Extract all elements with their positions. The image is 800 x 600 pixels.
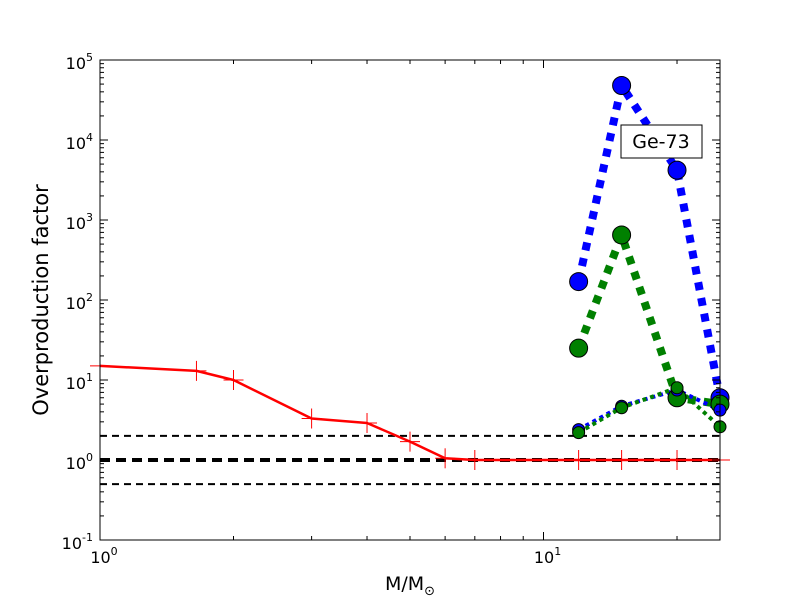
series-4-point-0 xyxy=(572,426,586,440)
series-1-point-0 xyxy=(569,272,589,292)
y-tick-label-0-base: 10 xyxy=(62,534,82,553)
x-axis-label-main: M/M xyxy=(385,573,424,595)
annotation-box: Ge-73 xyxy=(620,124,703,159)
series-0-point-10 xyxy=(667,450,688,470)
y-tick-label-1-base: 10 xyxy=(66,454,86,473)
series-0-point-2 xyxy=(223,370,244,390)
series-0-point-8 xyxy=(568,450,589,470)
y-tick-label-3: 102 xyxy=(66,291,93,313)
y-tick-label-1-exp: 0 xyxy=(86,451,93,464)
series-line-1 xyxy=(574,81,724,399)
series-0-point-6 xyxy=(435,448,456,469)
y-tick-label-1: 100 xyxy=(66,451,93,473)
series-1-point-2 xyxy=(667,160,687,180)
series-0-point-5 xyxy=(400,431,420,452)
x-tick-label-0: 100 xyxy=(90,545,117,567)
series-0-point-4 xyxy=(357,413,378,434)
y-tick-label-0: 10-1 xyxy=(62,531,93,553)
y-tick-label-5-base: 10 xyxy=(66,134,86,153)
series-1-point-1 xyxy=(612,76,632,96)
annotation-frame xyxy=(620,124,703,159)
series-4-point-1 xyxy=(615,401,629,415)
x-axis-label-sub: ⊙ xyxy=(424,584,435,599)
y-tick-label-2: 101 xyxy=(66,371,93,393)
y-tick-label-5-exp: 4 xyxy=(86,131,93,144)
y-tick-label-4-base: 10 xyxy=(66,214,86,233)
x-axis-label: M/M⊙ xyxy=(385,573,435,599)
series-0-point-3 xyxy=(301,408,322,429)
y-tick-label-2-exp: 1 xyxy=(86,371,93,384)
y-tick-label-6-base: 10 xyxy=(66,54,86,73)
y-axis-label: Overproduction factor xyxy=(29,184,53,416)
x-tick-label-1: 101 xyxy=(534,545,561,567)
y-tick-label-4-exp: 3 xyxy=(86,211,93,224)
y-tick-label-6: 105 xyxy=(66,51,93,73)
y-tick-label-6-exp: 5 xyxy=(86,51,93,64)
x-tick-label-0-base: 10 xyxy=(90,548,110,567)
x-tick-label-0-exp: 0 xyxy=(111,545,118,558)
series-0-point-1 xyxy=(186,360,207,381)
series-0-point-9 xyxy=(611,450,632,470)
plot-frame xyxy=(99,59,721,541)
series-2-point-0 xyxy=(569,338,589,358)
series-0-point-7 xyxy=(464,450,485,470)
series-markers xyxy=(90,76,730,470)
series-line-4 xyxy=(577,385,722,435)
y-tick-label-5: 104 xyxy=(66,131,93,153)
y-tick-label-3-base: 10 xyxy=(66,294,86,313)
x-tick-label-1-base: 10 xyxy=(534,548,554,567)
x-tick-label-1-exp: 1 xyxy=(554,545,561,558)
series-2-point-1 xyxy=(612,225,632,245)
y-tick-label-3-exp: 2 xyxy=(86,291,93,304)
annotation-label: Ge-73 xyxy=(632,131,689,153)
y-tick-label-4: 103 xyxy=(66,211,93,233)
series-4-point-2 xyxy=(670,381,684,395)
y-tick-label-0-exp: -1 xyxy=(82,531,93,544)
y-tick-label-2-base: 10 xyxy=(66,374,86,393)
